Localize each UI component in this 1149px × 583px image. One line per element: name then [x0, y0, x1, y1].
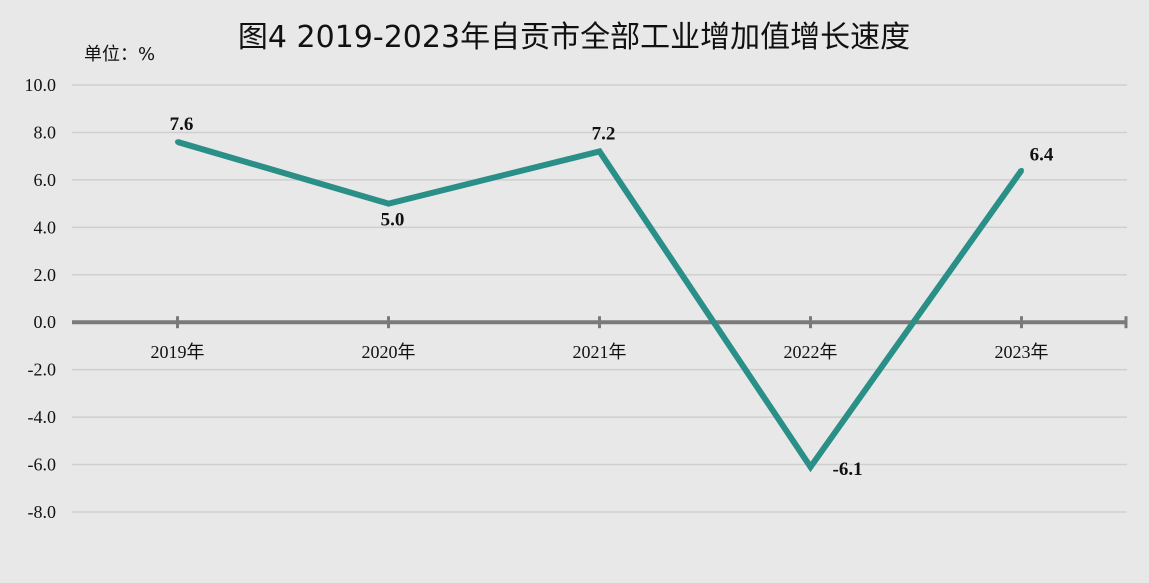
data-label: 5.0: [381, 210, 405, 231]
y-tick-label: 8.0: [34, 122, 57, 142]
x-tick-label: 2022年: [784, 342, 838, 362]
x-tick-label: 2021年: [573, 342, 627, 362]
data-point: [1019, 167, 1024, 173]
gridlines: [72, 84, 1127, 513]
x-axis-ticks: 2019年 2020年 2021年 2022年 2023年: [151, 342, 1049, 362]
data-label: 6.4: [1030, 144, 1054, 165]
x-axis: [72, 316, 1128, 329]
data-labels: 7.6 5.0 7.2 -6.1 6.4: [170, 114, 1054, 480]
x-tick-label: 2020年: [362, 342, 416, 362]
unit-label: 单位：%: [84, 44, 155, 65]
y-tick-label: 2.0: [34, 265, 57, 285]
series-line: [175, 139, 1024, 473]
data-label: -6.1: [833, 459, 863, 480]
x-tick-label: 2023年: [995, 342, 1049, 362]
y-tick-label: -8.0: [28, 502, 57, 522]
data-point: [597, 148, 602, 154]
y-tick-label: 6.0: [34, 170, 57, 190]
y-tick-label: 0.0: [34, 312, 57, 332]
y-tick-label: 4.0: [34, 217, 57, 237]
y-tick-label: 10.0: [25, 75, 57, 95]
y-axis-ticks: 10.0 8.0 6.0 4.0 2.0 0.0 -2.0 -4.0 -6.0 -8.0: [25, 75, 57, 522]
data-point: [386, 201, 391, 207]
series-polyline: [176, 139, 1024, 473]
y-tick-label: -4.0: [28, 407, 57, 427]
y-tick-label: -2.0: [28, 360, 57, 380]
chart-title: 图4 2019-2023年自贡市全部工业增加值增长速度: [238, 20, 910, 55]
data-label: 7.6: [170, 114, 194, 135]
data-point: [808, 464, 813, 470]
data-label: 7.2: [592, 123, 616, 144]
x-tick-label: 2019年: [151, 342, 205, 362]
y-tick-label: -6.0: [28, 455, 57, 475]
data-point: [175, 139, 180, 145]
